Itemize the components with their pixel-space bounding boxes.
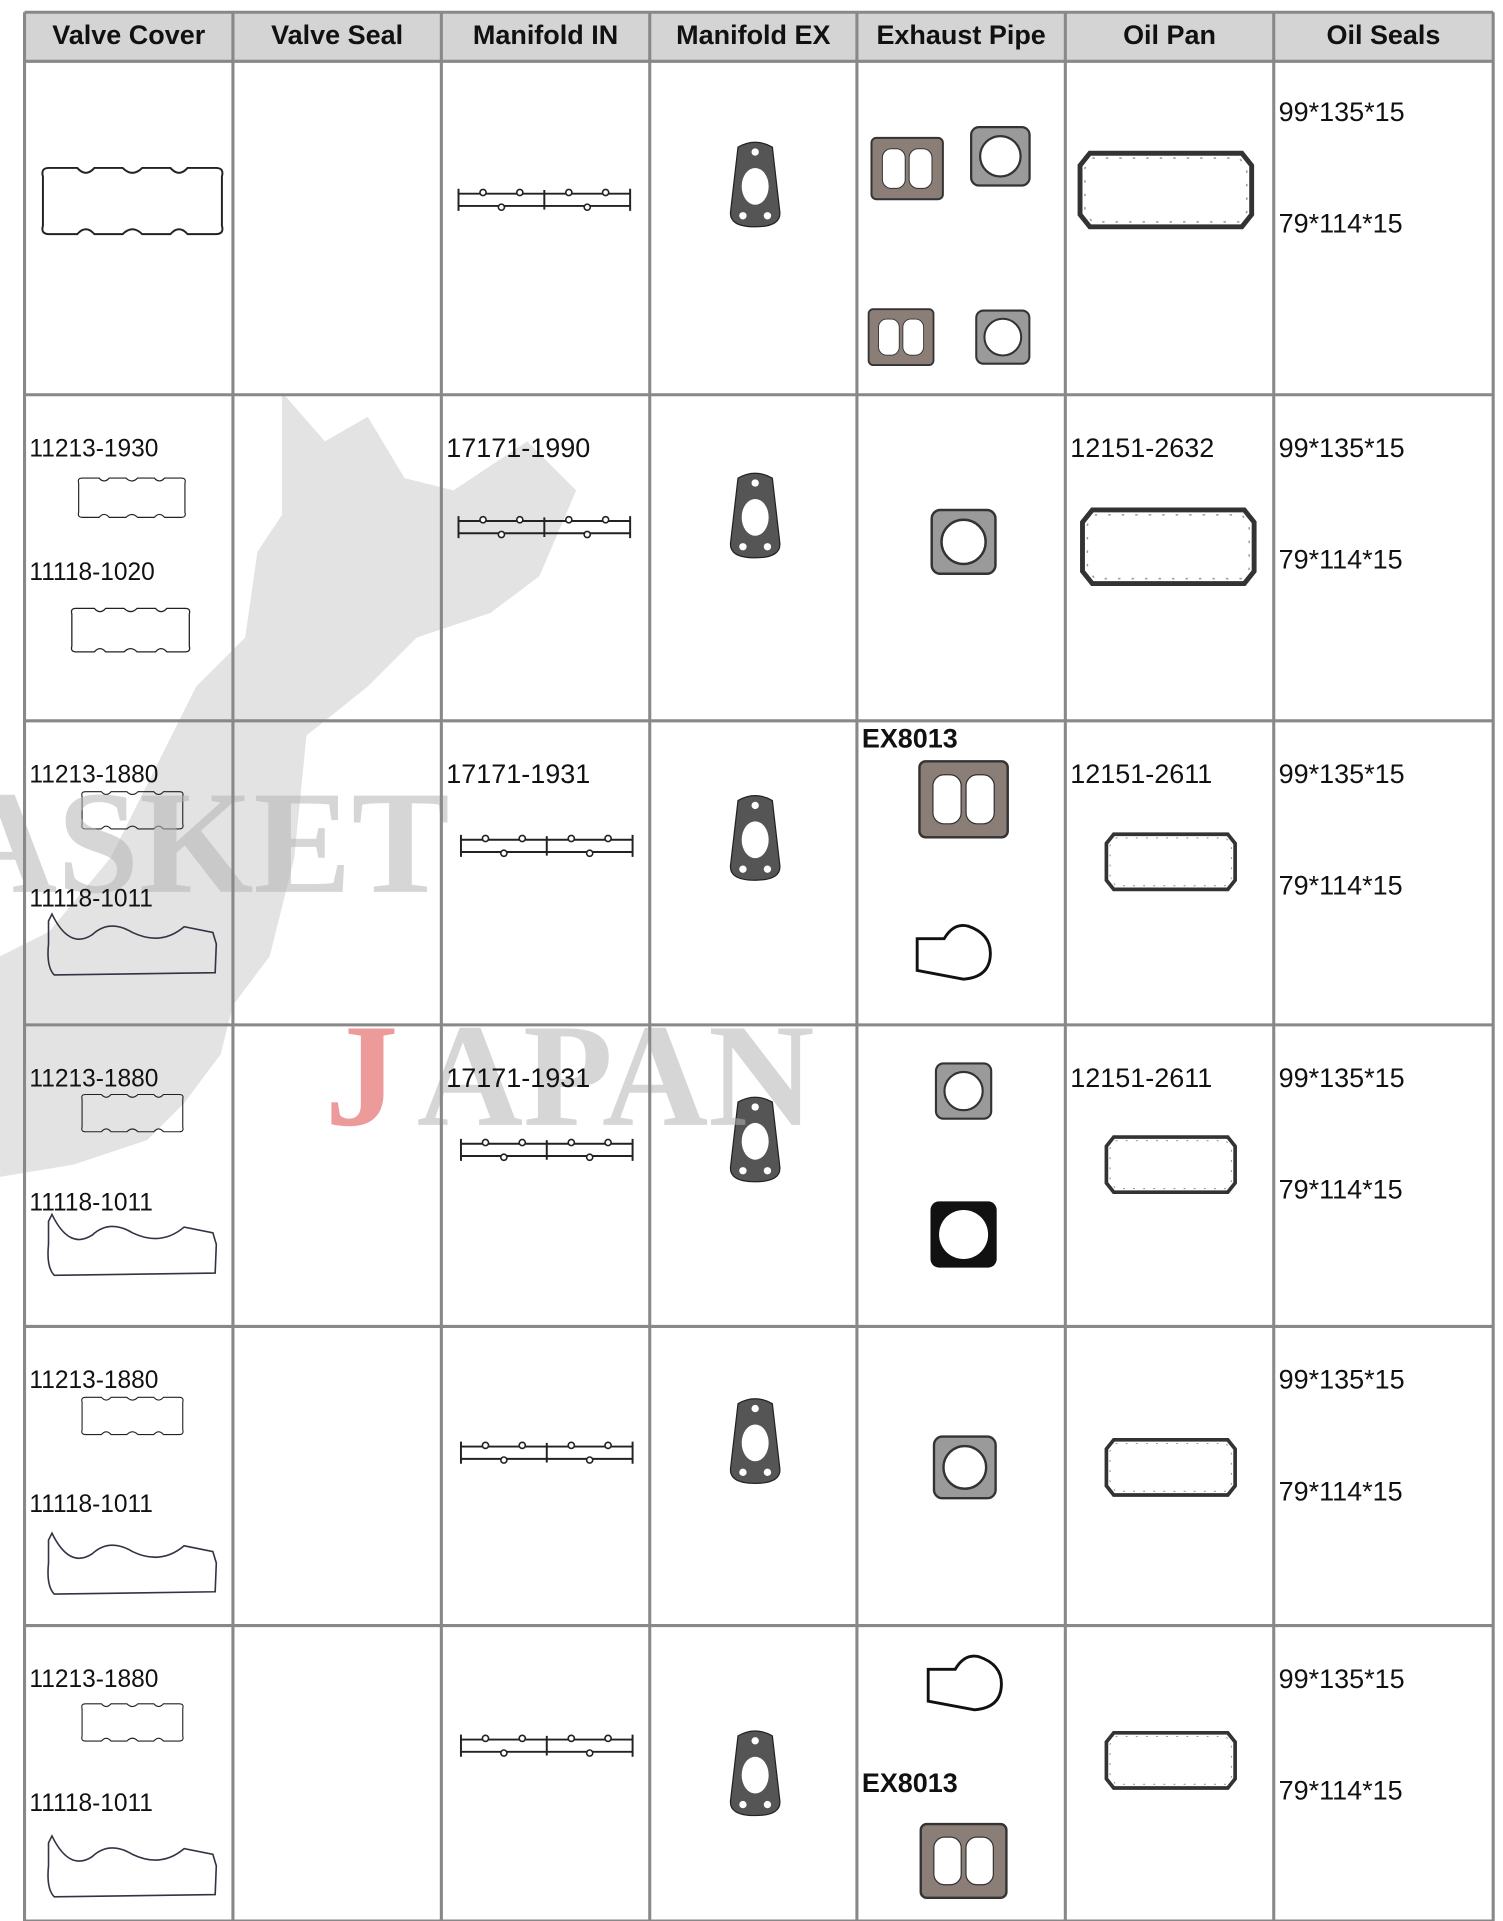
- part-code-bold: EX8013: [862, 724, 958, 754]
- part-number: 79*114*15: [1279, 1775, 1403, 1805]
- part-number: 11213-1880: [29, 761, 158, 788]
- part-number: 11118-1011: [29, 885, 153, 912]
- table-borders: [23, 10, 1495, 1921]
- watermark-text: J: [325, 994, 399, 1157]
- column-header: Valve Cover: [52, 20, 205, 50]
- part-number: 99*135*15: [1279, 433, 1405, 463]
- part-number: 12151-2611: [1070, 759, 1212, 789]
- part-number: 99*135*15: [1279, 759, 1405, 789]
- part-number: 12151-2632: [1070, 433, 1214, 463]
- part-number: 79*114*15: [1279, 871, 1403, 901]
- part-number: 99*135*15: [1279, 1664, 1405, 1694]
- part-number: 79*114*15: [1279, 209, 1403, 239]
- part-number: 79*114*15: [1279, 1476, 1403, 1506]
- part-number: 79*114*15: [1279, 1175, 1403, 1205]
- part-number: 17171-1990: [446, 433, 590, 463]
- column-header: Oil Seals: [1326, 20, 1440, 50]
- part-number: 11213-1880: [29, 1065, 158, 1092]
- part-number: 99*135*15: [1279, 1063, 1405, 1093]
- part-number: 99*135*15: [1279, 1365, 1405, 1395]
- part-number: 99*135*15: [1279, 97, 1405, 127]
- part-number: 11118-1011: [29, 1189, 153, 1216]
- watermark: ASKET J APAN: [0, 761, 814, 1157]
- part-number: 11118-1011: [29, 1790, 153, 1817]
- table-text: Valve Cover Valve Seal Manifold IN Manifold…: [29, 20, 1440, 1817]
- part-number: 79*114*15: [1279, 545, 1403, 575]
- part-number: 11213-1880: [29, 1666, 158, 1693]
- column-header: Oil Pan: [1123, 20, 1216, 50]
- part-number: 11213-1880: [29, 1367, 158, 1394]
- column-header: Manifold EX: [676, 20, 830, 50]
- part-number: 17171-1931: [446, 759, 590, 789]
- part-number: 11118-1011: [29, 1491, 153, 1518]
- watermark-text: APAN: [417, 994, 815, 1157]
- part-number: 11118-1020: [29, 559, 154, 586]
- column-header: Manifold IN: [473, 20, 618, 50]
- background: [0, 12, 1494, 1177]
- column-header: Exhaust Pipe: [876, 20, 1045, 50]
- part-number: 11213-1930: [29, 435, 158, 462]
- part-number: 12151-2611: [1070, 1063, 1212, 1093]
- part-number: 17171-1931: [446, 1063, 590, 1093]
- part-code-bold: EX8013: [862, 1768, 958, 1798]
- column-header: Valve Seal: [271, 20, 403, 50]
- watermark-text: ASKET: [0, 761, 450, 924]
